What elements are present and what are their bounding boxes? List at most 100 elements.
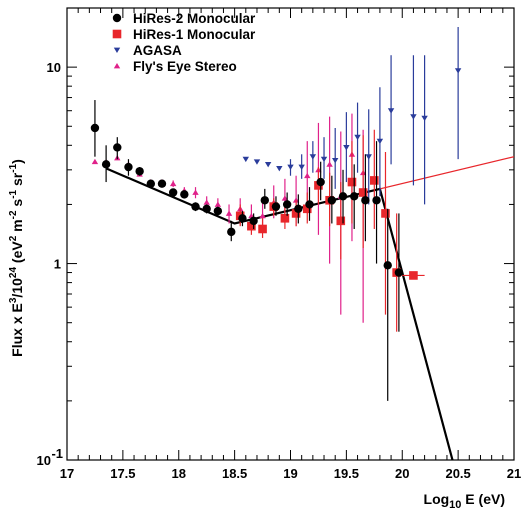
hires-2-monocular-point bbox=[146, 179, 156, 188]
y-axis-title-part: ) bbox=[9, 159, 25, 164]
hires-1-monocular-point bbox=[247, 221, 256, 231]
y-axis-title-part: s bbox=[9, 199, 25, 211]
fly-s-eye-stereo-point bbox=[214, 201, 222, 207]
hires-2-monocular-point bbox=[227, 227, 236, 237]
legend-label-hires-2-monocular: HiRes-2 Monocular bbox=[133, 11, 256, 26]
agasa-point bbox=[410, 114, 417, 120]
hires-2-monocular-point bbox=[394, 268, 404, 277]
hires-2-monocular-point bbox=[305, 200, 314, 209]
agasa-point bbox=[343, 145, 350, 151]
hires-2-monocular-point bbox=[249, 216, 258, 226]
y-axis-title-part: sr bbox=[9, 172, 25, 190]
y-axis-title-part: m bbox=[9, 219, 25, 235]
fly-s-eye-stereo-series bbox=[91, 113, 367, 323]
y-axis-title-part: 3 bbox=[8, 297, 19, 303]
y-tick-label: 10 bbox=[47, 60, 61, 75]
x-tick-label: 19 bbox=[283, 466, 297, 481]
y-axis-title-part: -1 bbox=[8, 163, 19, 172]
agasa-point bbox=[253, 159, 261, 165]
agasa-point bbox=[354, 134, 361, 141]
agasa-point bbox=[387, 108, 395, 114]
data-points bbox=[90, 27, 462, 401]
agasa-point bbox=[332, 158, 339, 164]
agasa-point bbox=[454, 68, 462, 74]
x-axis-title-rest: E (eV) bbox=[461, 491, 505, 507]
broken-power-law-fit bbox=[105, 167, 454, 460]
y-tick-label-exponent: -1 bbox=[51, 446, 63, 461]
hires-2-monocular-point bbox=[316, 177, 325, 187]
legend-marker-hires-2-monocular bbox=[112, 13, 122, 23]
hires-2-monocular-point bbox=[372, 196, 381, 205]
x-axis-title: Log10 E (eV) bbox=[424, 491, 505, 511]
legend-label-agasa: AGASA bbox=[133, 43, 182, 58]
agasa-point bbox=[365, 154, 372, 160]
agasa-series bbox=[242, 27, 462, 205]
hires-2-monocular-point bbox=[124, 162, 133, 172]
x-tick-label: 21 bbox=[507, 466, 521, 481]
x-tick-label: 20 bbox=[395, 466, 409, 481]
hires-2-monocular-point bbox=[191, 202, 200, 211]
legend-marker-fly-s-eye-stereo bbox=[113, 63, 121, 69]
y-axis-title-part: 2 bbox=[8, 235, 19, 241]
hires-1-monocular-point bbox=[409, 271, 418, 280]
fly-s-eye-stereo-point bbox=[326, 161, 333, 167]
fly-s-eye-stereo-point bbox=[259, 212, 266, 219]
x-axis-title-sub: 10 bbox=[449, 499, 461, 511]
y-axis-title-part: -2 bbox=[8, 210, 19, 219]
hires-2-monocular-point bbox=[101, 160, 111, 169]
hires-1-monocular-point bbox=[258, 224, 267, 234]
hires-2-monocular-point bbox=[90, 123, 100, 133]
fly-s-eye-stereo-point bbox=[304, 172, 311, 179]
hires-1-monocular-point bbox=[302, 204, 312, 214]
hires-2-monocular-point bbox=[168, 188, 178, 197]
hires-1-monocular-point bbox=[280, 213, 290, 223]
y-axis-title-part: -1 bbox=[8, 189, 19, 198]
plot-frame bbox=[66, 7, 515, 461]
hires-2-monocular-point bbox=[202, 204, 211, 214]
x-tick-label: 17 bbox=[60, 466, 74, 481]
agasa-point bbox=[298, 164, 305, 171]
hires-2-monocular-point bbox=[294, 204, 303, 214]
hires-2-monocular-point bbox=[213, 206, 223, 216]
agasa-point bbox=[376, 138, 384, 145]
hires-2-monocular-point bbox=[271, 202, 281, 211]
y-axis-title-part: /10 bbox=[9, 278, 25, 298]
fly-s-eye-stereo-point bbox=[225, 210, 233, 216]
x-axis-title-base: Log bbox=[424, 491, 450, 507]
hires-2-monocular-point bbox=[349, 192, 359, 201]
hires-1-monocular-point bbox=[358, 188, 368, 197]
hires-1-monocular-point bbox=[291, 209, 301, 218]
fly-s-eye-stereo-point bbox=[91, 158, 99, 165]
hires-2-monocular-point bbox=[157, 179, 167, 188]
fly-s-eye-stereo-point bbox=[169, 180, 177, 187]
hires-2-monocular-point bbox=[383, 261, 392, 270]
x-tick-label: 18.5 bbox=[222, 466, 247, 481]
agasa-point bbox=[309, 154, 317, 160]
x-tick-label: 18 bbox=[172, 466, 186, 481]
fly-s-eye-stereo-point bbox=[192, 189, 199, 195]
y-tick-label: 10 bbox=[37, 453, 51, 468]
legend-marker-agasa bbox=[113, 47, 121, 53]
y-tick-label: 1 bbox=[54, 257, 61, 272]
hires-1-monocular-point bbox=[336, 216, 346, 226]
y-axis-title-part: 24 bbox=[8, 267, 19, 279]
agasa-point bbox=[320, 156, 328, 163]
hires-1-monocular-point bbox=[381, 209, 390, 218]
fly-s-eye-stereo-point bbox=[292, 197, 300, 203]
hires-1-monocular-point bbox=[347, 177, 357, 187]
y-axis-title: Flux x E3/1024 (eV2 m-2 s-1 sr-1) bbox=[8, 159, 25, 357]
hires-2-monocular-point bbox=[338, 192, 348, 201]
y-axis-title-part: Flux x E bbox=[9, 303, 25, 357]
x-tick-label: 20.5 bbox=[445, 466, 470, 481]
hires-2-monocular-point bbox=[361, 196, 370, 205]
fly-s-eye-stereo-point bbox=[281, 195, 289, 201]
agasa-point bbox=[242, 156, 249, 163]
y-axis-title-part: (eV bbox=[9, 241, 25, 267]
agasa-point bbox=[264, 161, 272, 168]
extrapolated-fit-line bbox=[379, 156, 514, 190]
legend-label-fly-s-eye-stereo: Fly's Eye Stereo bbox=[133, 59, 237, 74]
fly-s-eye-stereo-point bbox=[203, 199, 210, 205]
